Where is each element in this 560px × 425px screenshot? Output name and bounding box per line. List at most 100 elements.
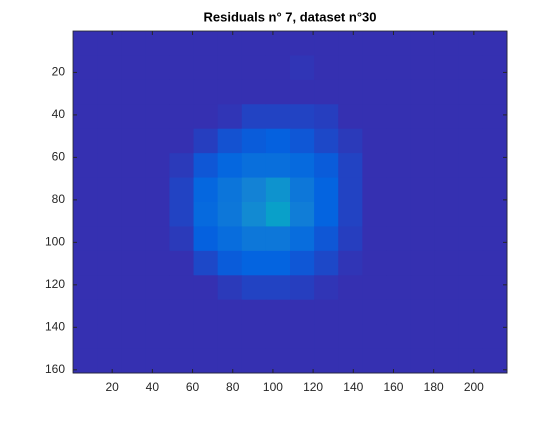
heatmap-cell xyxy=(73,299,98,325)
heatmap-cell xyxy=(410,177,436,203)
heatmap-cell xyxy=(193,55,219,81)
heatmap-cell xyxy=(458,250,484,276)
heatmap-cell xyxy=(410,226,436,252)
heatmap-cell xyxy=(290,128,315,154)
heatmap-cell xyxy=(121,226,146,252)
heatmap-cell xyxy=(314,177,339,203)
heatmap-cell xyxy=(290,299,315,325)
heatmap-cell xyxy=(265,250,291,276)
heatmap-cell xyxy=(73,177,98,203)
heatmap-cell xyxy=(458,177,484,203)
heatmap-cell xyxy=(265,324,291,350)
heatmap-cell xyxy=(290,31,315,56)
heatmap-cell xyxy=(121,31,146,56)
heatmap-cell xyxy=(434,202,460,227)
heatmap-cell xyxy=(386,128,412,154)
heatmap-cell xyxy=(169,104,195,130)
heatmap-cell xyxy=(458,348,484,374)
heatmap-cell xyxy=(410,275,436,301)
heatmap-cell xyxy=(265,275,291,301)
heatmap-cell xyxy=(121,55,146,81)
y-tick-label: 120 xyxy=(45,277,65,291)
heatmap-cell xyxy=(362,79,387,105)
heatmap-cell xyxy=(290,348,315,374)
heatmap-cell xyxy=(217,250,243,276)
heatmap-cell xyxy=(386,348,412,374)
heatmap-cell xyxy=(410,31,436,56)
heatmap-cell xyxy=(482,31,508,56)
heatmap-cell xyxy=(338,250,363,276)
heatmap-cell xyxy=(145,128,170,154)
heatmap-cell xyxy=(169,153,195,179)
y-tick-label: 40 xyxy=(52,107,66,121)
heatmap-cell xyxy=(193,202,219,227)
heatmap-cell xyxy=(314,55,339,81)
heatmap-cell xyxy=(169,250,195,276)
heatmap-cell xyxy=(73,202,98,227)
heatmap-cell xyxy=(482,250,508,276)
heatmap-cell xyxy=(434,348,460,374)
heatmap-cell xyxy=(290,79,315,105)
heatmap-cell xyxy=(265,31,291,56)
x-tick-label: 40 xyxy=(146,380,160,394)
x-tick-label: 60 xyxy=(186,380,200,394)
heatmap-cell xyxy=(458,275,484,301)
heatmap-cell xyxy=(217,275,243,301)
heatmap-cell xyxy=(458,226,484,252)
heatmap-cell xyxy=(73,79,98,105)
y-tick-label: 140 xyxy=(45,320,65,334)
heatmap-cell xyxy=(241,250,267,276)
heatmap-cell xyxy=(193,104,219,130)
heatmap-cell xyxy=(314,348,339,374)
heatmap-cell xyxy=(338,177,363,203)
heatmap-cell xyxy=(73,153,98,179)
heatmap-cell xyxy=(458,79,484,105)
heatmap-cell xyxy=(338,128,363,154)
heatmap-cell xyxy=(314,324,339,350)
y-tick-label: 20 xyxy=(52,65,66,79)
heatmap-cell xyxy=(362,275,387,301)
x-tick-label: 20 xyxy=(106,380,120,394)
heatmap-cell xyxy=(410,299,436,325)
y-tick-label: 100 xyxy=(45,235,65,249)
heatmap-cell xyxy=(482,55,508,81)
axes-box xyxy=(72,30,508,374)
heatmap-cell xyxy=(145,79,170,105)
heatmap-cell xyxy=(290,104,315,130)
heatmap-cell xyxy=(290,324,315,350)
heatmap-cell xyxy=(97,153,122,179)
heatmap-cell xyxy=(482,202,508,227)
heatmap-cell xyxy=(169,299,195,325)
heatmap-cell xyxy=(73,275,98,301)
heatmap-cell xyxy=(217,177,243,203)
heatmap-cell xyxy=(338,226,363,252)
heatmap-cell xyxy=(265,299,291,325)
x-tick-label: 80 xyxy=(226,380,240,394)
heatmap-cell xyxy=(362,31,387,56)
heatmap-cell xyxy=(193,79,219,105)
heatmap-cell xyxy=(217,153,243,179)
heatmap-cell xyxy=(265,79,291,105)
heatmap-cell xyxy=(434,104,460,130)
heatmap-cell xyxy=(241,104,267,130)
heatmap-cell xyxy=(145,226,170,252)
heatmap-cell xyxy=(97,324,122,350)
heatmap-cell xyxy=(241,55,267,81)
heatmap-cell xyxy=(265,226,291,252)
heatmap-cell xyxy=(145,31,170,56)
heatmap-cell xyxy=(314,275,339,301)
heatmap-cell xyxy=(73,104,98,130)
heatmap-cell xyxy=(265,55,291,81)
heatmap-cell xyxy=(482,79,508,105)
heatmap-cell xyxy=(410,324,436,350)
heatmap-cell xyxy=(97,177,122,203)
heatmap-cell xyxy=(386,299,412,325)
heatmap-cell xyxy=(121,104,146,130)
y-tick-label: 60 xyxy=(52,150,66,164)
heatmap-cell xyxy=(434,79,460,105)
heatmap-cell xyxy=(386,31,412,56)
heatmap-cell xyxy=(434,250,460,276)
heatmap-cell xyxy=(362,202,387,227)
heatmap-cell xyxy=(386,250,412,276)
heatmap-cell xyxy=(434,324,460,350)
